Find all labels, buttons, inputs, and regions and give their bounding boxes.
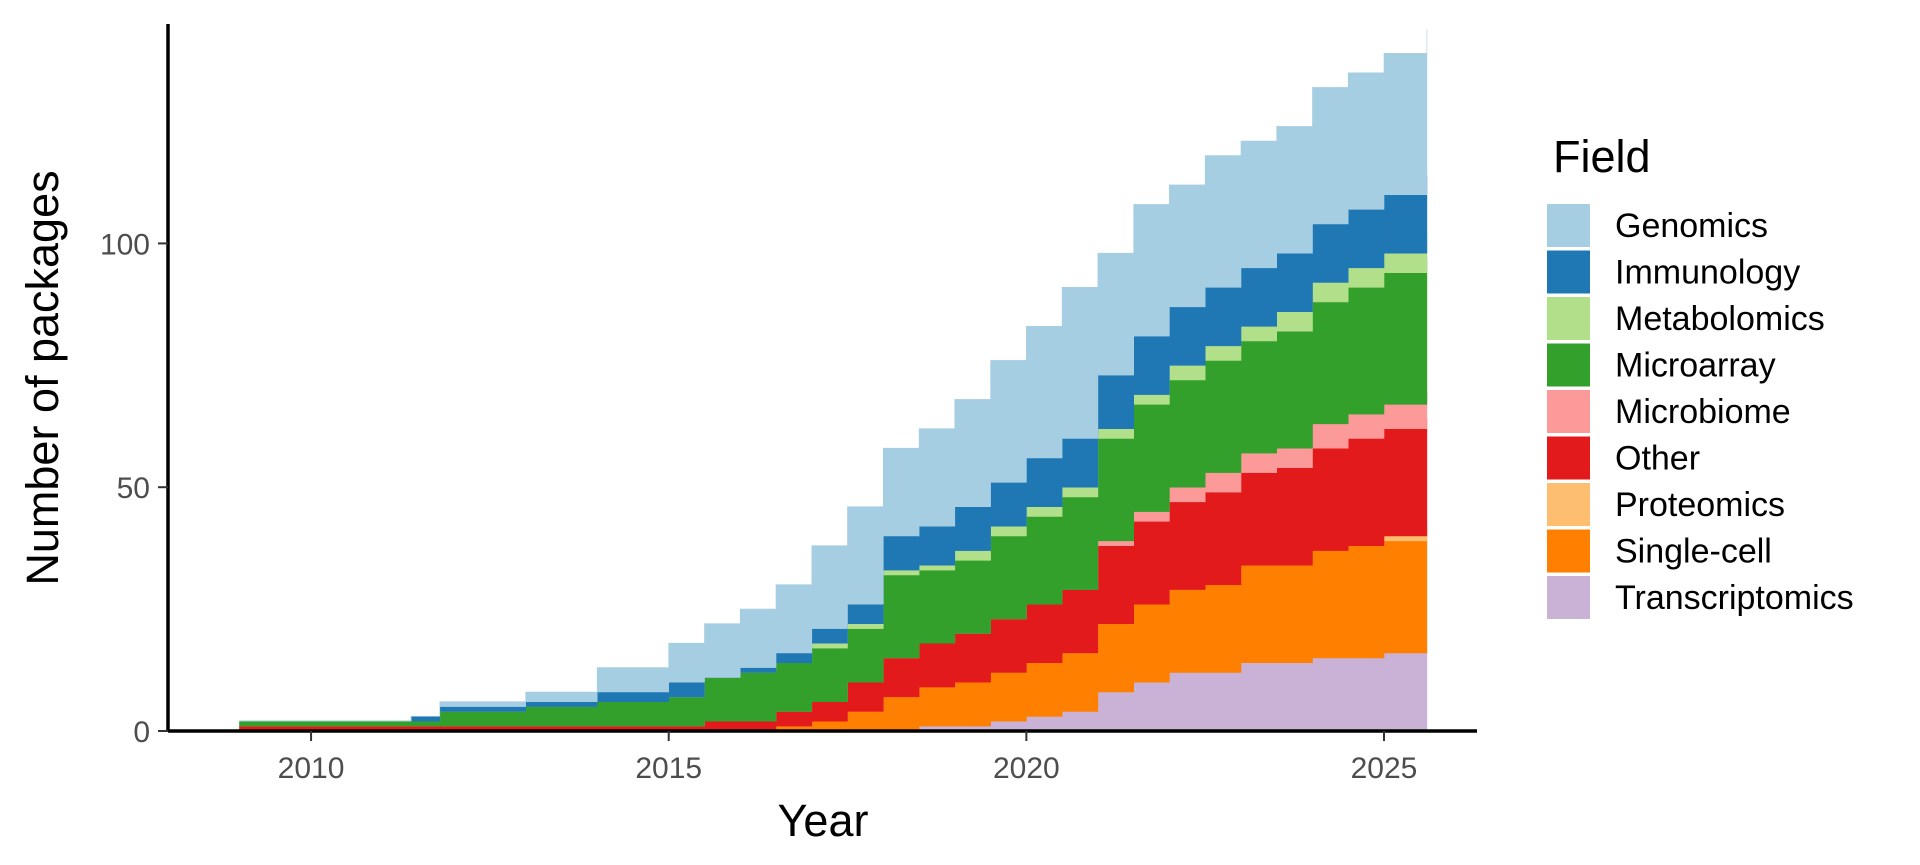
legend-title: Field (1553, 131, 1651, 182)
x-tick-label: 2025 (1351, 752, 1418, 785)
area-genomics (239, 28, 1428, 722)
legend-swatch-immunology (1547, 250, 1590, 294)
x-axis-title: Year (778, 795, 869, 846)
y-axis-title: Number of packages (17, 170, 68, 585)
legend-label-transcriptomics: Transcriptomics (1615, 579, 1854, 617)
legend-label-microbiome: Microbiome (1615, 393, 1791, 431)
legend-label-microarray: Microarray (1615, 347, 1776, 385)
legend-swatch-proteomics (1547, 483, 1590, 526)
legend-swatch-other (1547, 436, 1590, 480)
chart-areas (239, 28, 1428, 732)
legend-swatch-microbiome (1547, 390, 1590, 433)
legend-label-single-cell: Single-cell (1615, 533, 1772, 571)
legend-label-genomics: Genomics (1615, 207, 1768, 245)
legend-swatch-genomics (1547, 204, 1590, 247)
y-axis-ticks: 0 50 100 (100, 228, 168, 749)
y-tick-label: 100 (100, 228, 150, 261)
x-tick-label: 2015 (635, 752, 702, 785)
legend-swatch-metabolomics (1547, 297, 1590, 340)
x-tick-label: 2020 (993, 752, 1060, 785)
x-tick-label: 2010 (278, 752, 345, 785)
legend-label-immunology: Immunology (1615, 254, 1800, 292)
legend: Genomics Immunology Metabolomics Microarray… (1547, 204, 1854, 619)
legend-swatch-transcriptomics (1547, 576, 1590, 619)
legend-label-other: Other (1615, 440, 1700, 478)
legend-swatch-single-cell (1547, 529, 1590, 573)
legend-label-metabolomics: Metabolomics (1615, 300, 1825, 338)
y-tick-label: 50 (117, 472, 150, 505)
y-tick-label: 0 (133, 716, 150, 749)
legend-swatch-microarray (1547, 343, 1590, 387)
x-axis-ticks: 2010 2015 2020 2025 (278, 731, 1418, 785)
legend-label-proteomics: Proteomics (1615, 486, 1785, 524)
